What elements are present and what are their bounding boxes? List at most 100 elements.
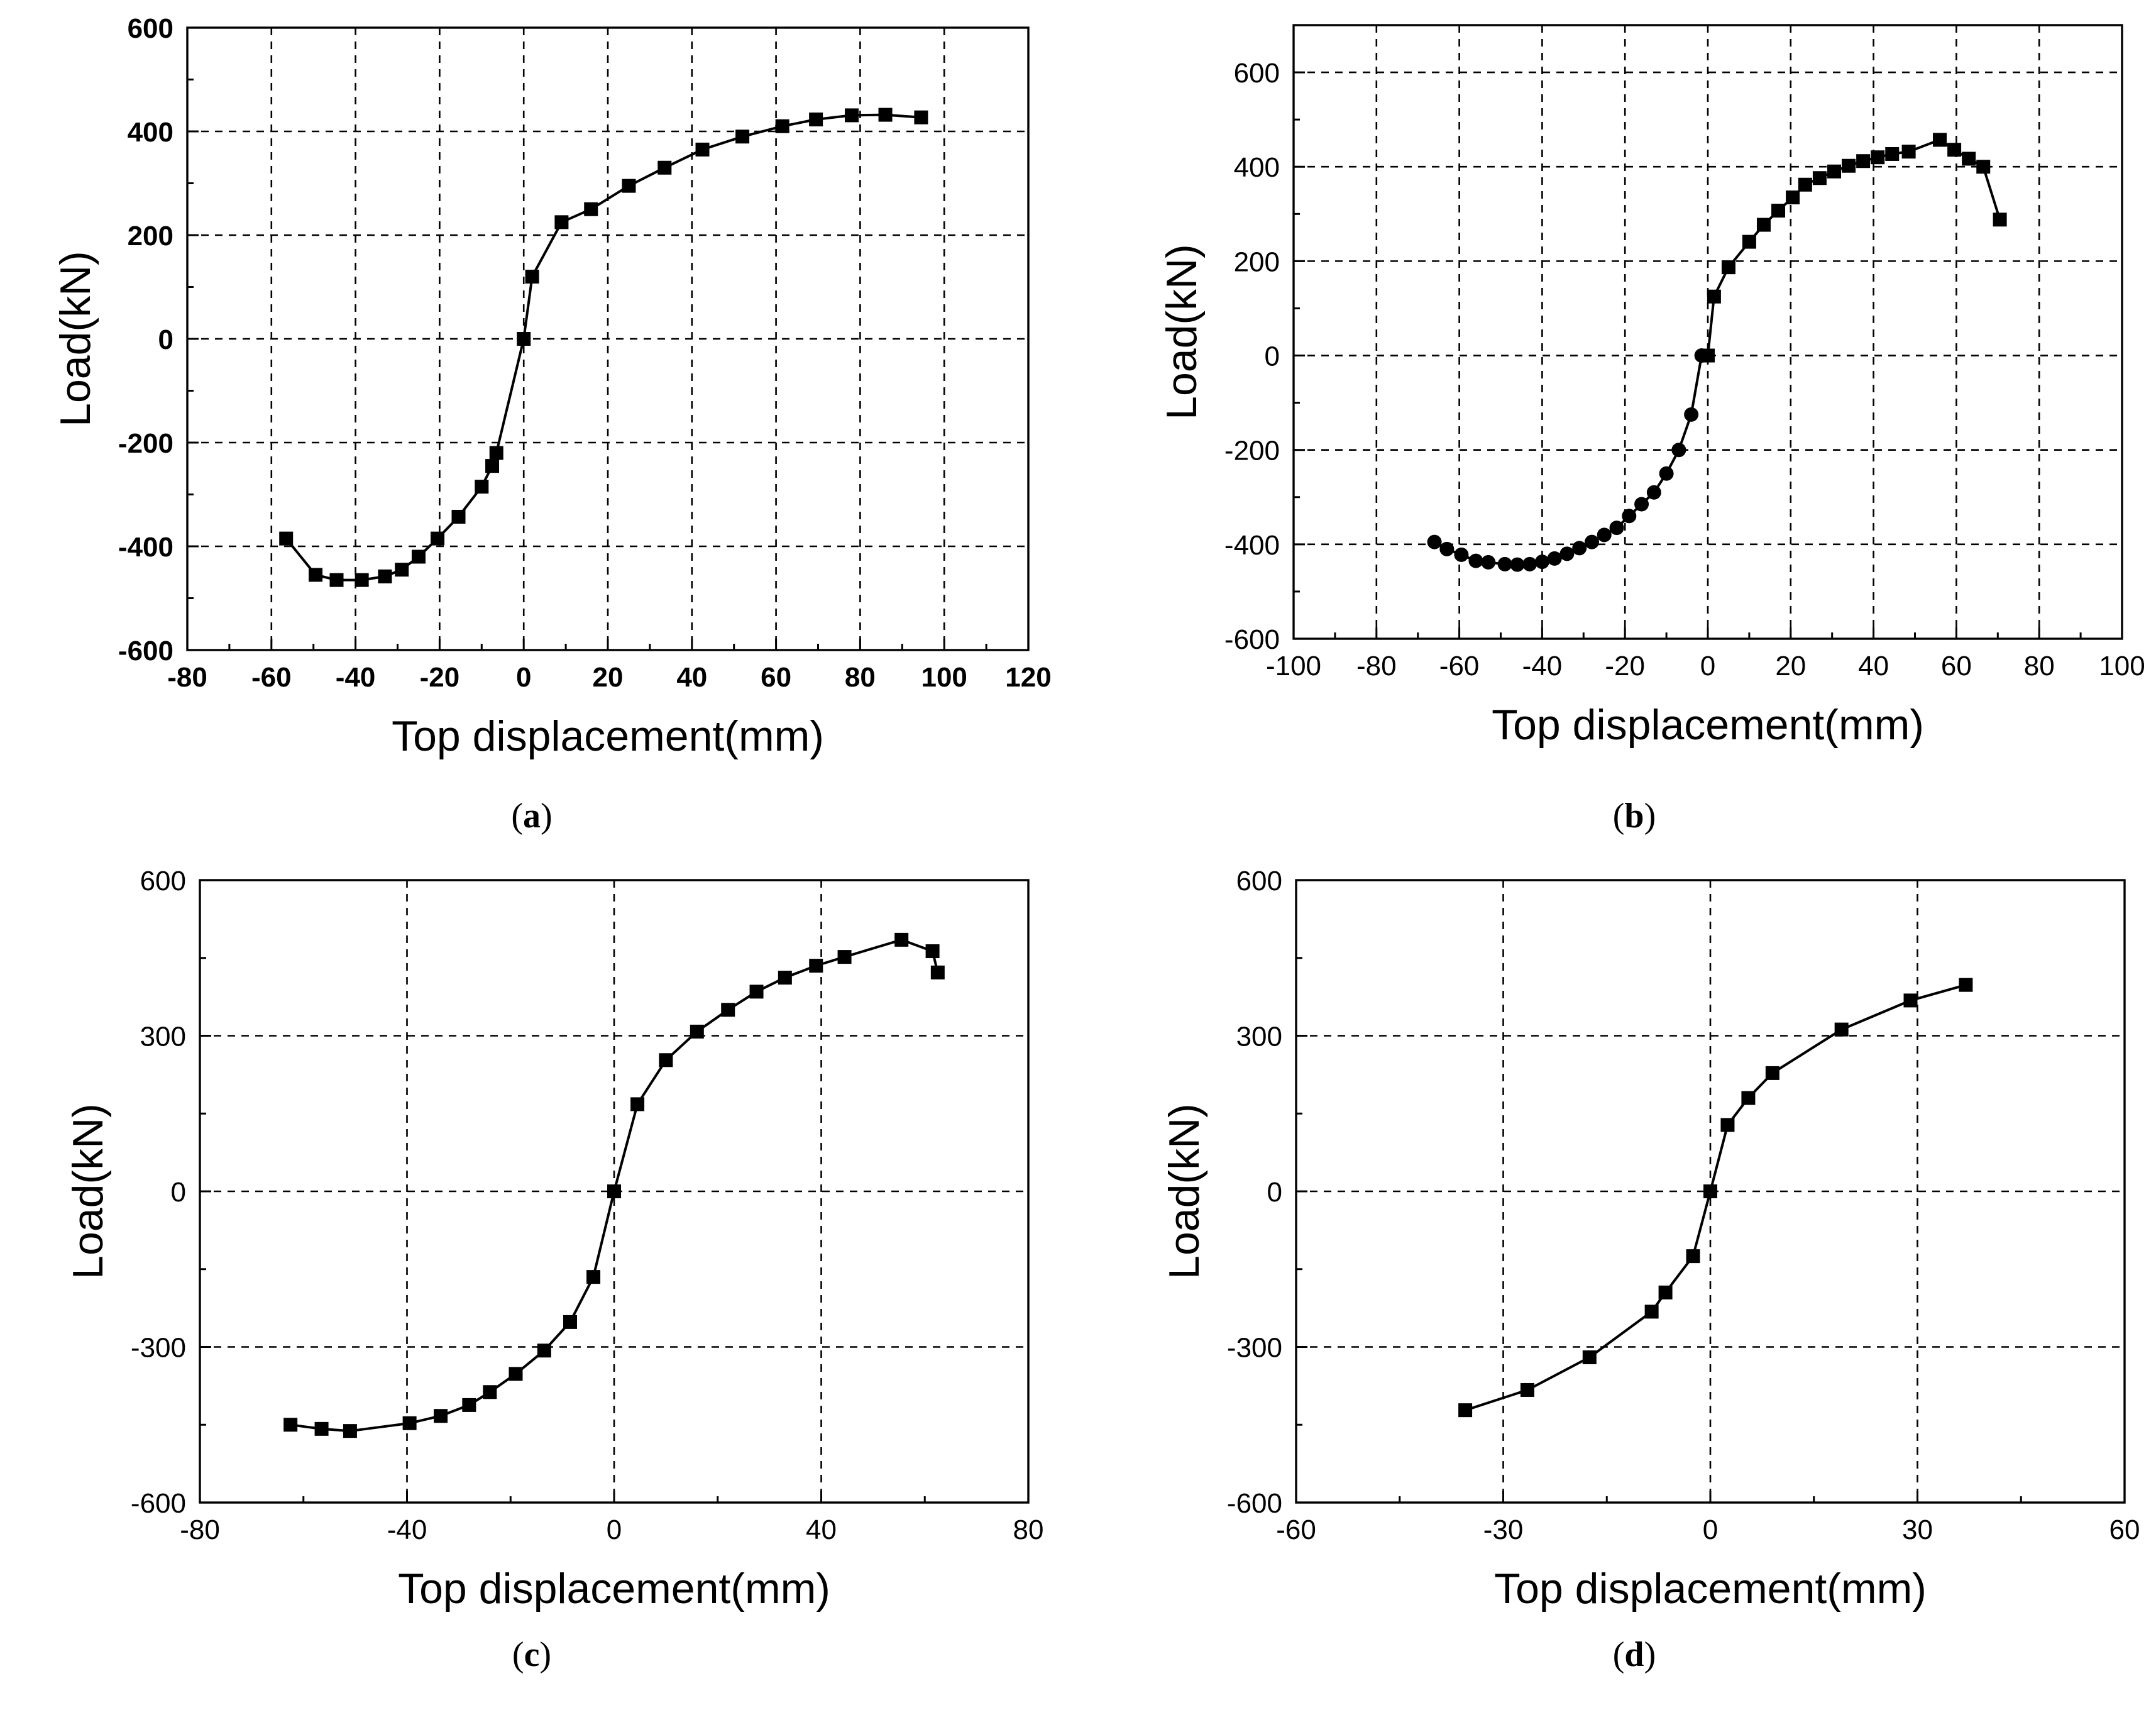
x-tick-label: -100 — [1266, 651, 1321, 681]
data-point — [395, 563, 409, 577]
data-point — [309, 568, 323, 582]
y-tick-label: 300 — [1236, 1022, 1282, 1052]
chart-panel-a: -80 -60 -40 -20 0 20 40 60 80 100 120-600-400-2000… — [52, 13, 1052, 836]
data-point — [402, 1416, 417, 1430]
data-point — [489, 446, 503, 460]
data-point — [1903, 993, 1918, 1008]
data-point — [485, 459, 500, 473]
data-point — [1885, 146, 1900, 161]
data-point — [1721, 260, 1735, 275]
data-point — [1582, 1350, 1597, 1364]
data-point — [1741, 1091, 1756, 1105]
y-tick-label: 600 — [1234, 58, 1280, 89]
x-tick-label: 30 — [1902, 1514, 1933, 1545]
data-point — [1976, 160, 1991, 174]
x-tick-label: 20 — [1775, 651, 1806, 681]
data-point — [1534, 554, 1549, 570]
data-point — [1742, 234, 1756, 249]
x-axis-title: Top displacement(mm) — [1492, 701, 1924, 749]
x-tick-label: 80 — [2024, 651, 2055, 681]
data-point — [1597, 527, 1612, 543]
data-point — [314, 1421, 329, 1436]
chart-panel-b: -100 -80 -60 -40 -20 0 20 40 60 80 100-600-400-200… — [1158, 24, 2145, 836]
y-tick-label: 200 — [128, 221, 173, 251]
data-point — [1458, 1403, 1473, 1418]
data-point — [775, 119, 789, 133]
data-point — [509, 1367, 523, 1381]
x-tick-label: 40 — [676, 662, 707, 693]
series-line — [285, 113, 921, 582]
data-point — [1520, 1382, 1534, 1397]
data-point — [1439, 541, 1455, 556]
x-tick-label: -80 — [167, 662, 207, 693]
data-point — [554, 215, 569, 229]
data-point — [1497, 556, 1512, 571]
data-point — [657, 160, 672, 175]
data-point — [1684, 407, 1699, 422]
data-point — [584, 202, 598, 216]
x-tick-label: -60 — [1276, 1514, 1316, 1545]
data-point — [630, 1097, 645, 1112]
data-point — [809, 113, 823, 127]
data-point — [607, 1184, 621, 1198]
data-point — [1644, 1305, 1659, 1319]
data-point — [586, 1270, 601, 1284]
data-point — [1622, 509, 1637, 524]
data-point — [1659, 466, 1674, 481]
data-point — [914, 110, 928, 124]
data-point — [1959, 978, 1973, 992]
data-point — [1812, 171, 1827, 185]
data-point — [1547, 551, 1562, 566]
data-point — [1856, 154, 1871, 168]
x-tick-label: 0 — [1700, 651, 1715, 681]
data-point — [1703, 1184, 1717, 1198]
y-tick-label: 0 — [158, 324, 173, 355]
x-tick-label: -80 — [180, 1514, 220, 1545]
y-tick-label: -400 — [1224, 530, 1280, 561]
data-point — [837, 950, 852, 964]
data-point — [1901, 145, 1916, 159]
data-point — [283, 1418, 298, 1432]
x-axis-title: Top displacement(mm) — [398, 1565, 830, 1613]
x-tick-label: -80 — [1356, 651, 1397, 681]
x-tick-label: 0 — [516, 662, 531, 693]
data-point — [721, 1003, 735, 1017]
data-point — [1671, 443, 1686, 458]
panel-caption: (c) — [512, 1635, 551, 1674]
chart-panel-c: -80 -40 0 40 80 -600 -300 0 300 600 Top displaceme… — [64, 866, 1043, 1674]
data-point — [1686, 1249, 1700, 1264]
data-point — [1947, 143, 1962, 157]
data-point — [1572, 541, 1587, 556]
x-tick-label: 40 — [1858, 651, 1889, 681]
data-point — [475, 480, 489, 494]
data-point — [809, 959, 823, 973]
y-tick-label: 600 — [1236, 866, 1282, 896]
x-tick-label: 40 — [806, 1514, 837, 1545]
data-point — [735, 130, 750, 144]
panel-caption: (d) — [1613, 1635, 1656, 1674]
data-point — [1646, 485, 1661, 500]
data-point — [1707, 289, 1721, 304]
data-point — [1559, 546, 1575, 561]
data-point — [659, 1053, 673, 1067]
x-tick-label: -60 — [1439, 651, 1480, 681]
data-point — [930, 965, 945, 979]
x-tick-label: -60 — [251, 662, 292, 693]
y-tick-label: -600 — [1224, 624, 1280, 655]
data-point — [878, 108, 893, 122]
y-tick-label: -300 — [131, 1333, 186, 1364]
series-line — [1434, 355, 1703, 566]
data-point — [1584, 534, 1599, 549]
data-point — [695, 142, 710, 157]
y-tick-label: -600 — [1227, 1488, 1282, 1519]
data-point — [431, 531, 445, 546]
data-point — [537, 1343, 551, 1358]
data-point — [1481, 554, 1496, 570]
data-point — [462, 1398, 476, 1412]
y-tick-label: -400 — [118, 532, 173, 563]
y-axis-title: Load(kN) — [1158, 244, 1206, 420]
x-tick-label: -20 — [420, 662, 460, 693]
y-tick-label: 0 — [1267, 1177, 1282, 1208]
data-point — [525, 270, 539, 284]
